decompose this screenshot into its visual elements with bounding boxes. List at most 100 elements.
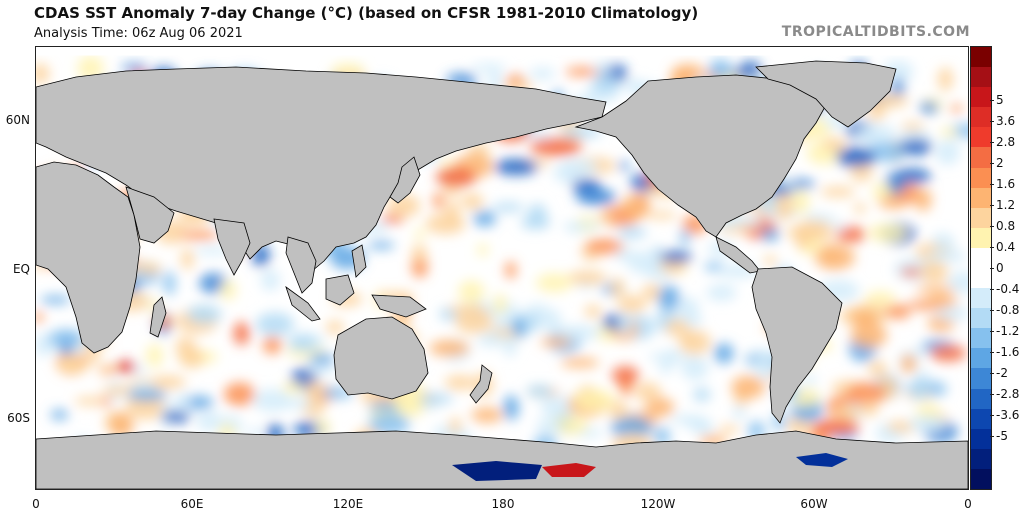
anomaly-blotch [126,389,168,401]
new-zealand-landmass [469,364,493,404]
colorbar-label: -2.8 [996,387,1020,402]
colorbar-segment [971,428,991,450]
anomaly-blotch [755,354,775,380]
anomaly-blotch [681,355,709,381]
anomaly-blotch [610,416,653,439]
anomaly-blotch [706,284,737,301]
anomaly-blotch [414,228,425,240]
anomaly-strong [660,251,692,263]
japan-landmass [389,156,421,204]
colorbar-label: -3.6 [996,408,1020,423]
anomaly-blotch [704,261,724,272]
anomaly-blotch [693,387,711,402]
anomaly-blotch [262,336,282,354]
anomaly-blotch [186,304,222,324]
anomaly-blotch [527,203,548,228]
sst-anomaly-map [35,46,969,490]
anomaly-blotch [540,337,573,347]
anomaly-blotch [937,67,954,92]
anomaly-blotch [492,202,524,213]
colorbar-segment [971,127,991,148]
anomaly-blotch [935,237,952,248]
anomaly-blotch [935,139,960,166]
colorbar-label: -1.2 [996,324,1020,339]
anomaly-blotch [559,325,601,341]
madagascar-landmass [149,296,167,338]
anomaly-strong [576,189,616,205]
anomaly-blotch [731,375,766,399]
anomaly-blotch [665,319,690,337]
anomaly-blotch [914,285,957,294]
colorbar-segment [971,207,991,229]
anomaly-blotch [179,347,205,369]
anomaly-blotch [60,363,91,372]
anomaly-blotch [867,360,887,377]
anomaly-strong [116,361,136,373]
anomaly-blotch [47,329,85,348]
anomaly-blotch [774,194,794,221]
anomaly-blotch [109,412,134,438]
arabia-landmass [125,186,175,244]
colorbar-tick [990,373,994,375]
anomaly-blotch [98,365,118,376]
anomaly-blotch [675,297,699,314]
anomaly-blotch [900,267,922,277]
lat-label-60s: 60S [7,411,30,425]
anomaly-blotch [659,360,673,374]
anomaly-blotch [678,329,711,355]
anomaly-strong [812,419,860,435]
anomaly-blotch [40,295,71,304]
anomaly-blotch [878,196,908,209]
anomaly-blotch [180,248,194,270]
colorbar-tick [990,310,994,312]
anomaly-blotch [891,78,905,98]
anomaly-strong [836,147,876,167]
anomaly-blotch [454,308,493,334]
anomaly-blotch [288,333,316,352]
anomaly-blotch [326,320,344,335]
anomaly-blotch [534,130,553,141]
africa-landmass [36,161,141,354]
anomaly-blotch [872,182,892,200]
anomaly-blotch [791,189,810,215]
anomaly-blotch [585,238,624,255]
anomaly-blotch [368,413,410,435]
anomaly-blotch [657,285,680,311]
colorbar-segment [971,87,991,108]
anomaly-blotch [648,351,689,362]
anomaly-blotch [559,159,599,176]
anomaly-blotch [471,407,503,423]
colorbar-tick [990,183,994,185]
colorbar-label: 5 [996,92,1004,107]
anomaly-blotch [732,405,746,420]
anomaly-blotch [260,269,281,291]
anomaly-blotch [593,62,612,75]
colorbar-tick [990,352,994,354]
colorbar-segment [971,288,991,309]
colorbar-tick [990,141,994,143]
anomaly-blotch [611,277,625,298]
anomaly-blotch [719,425,740,434]
lon-label-60w: 60W [800,497,828,511]
colorbar-segment [971,107,991,128]
anomaly-blotch [934,306,968,321]
anomaly-blotch [307,362,337,375]
anomaly-blotch [708,59,732,78]
colorbar-label: -2 [996,366,1008,381]
anomaly-blotch [814,244,855,270]
anomaly-blotch [901,122,924,132]
colorbar-tick [990,268,994,269]
colorbar-segment [971,328,991,349]
central-america-landmass [715,236,761,274]
anomaly-blotch [101,397,112,407]
anomaly-strong [900,139,932,155]
colorbar-label: 0.4 [996,239,1016,254]
anomaly-blotch [821,137,847,151]
anomaly-blotch [584,304,602,318]
anomaly-blotch [443,184,460,196]
lon-label-0-east: 0 [964,497,972,511]
anomaly-blotch [574,389,615,412]
lon-label-120e: 120E [332,497,364,511]
anomaly-blotch [617,313,632,336]
anomaly-blotch [926,250,968,263]
